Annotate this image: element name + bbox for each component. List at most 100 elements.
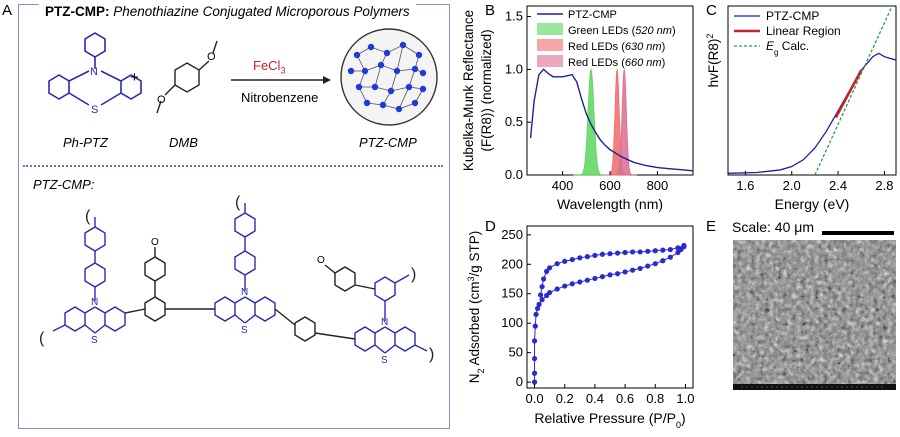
chart-c-xlabel: Energy (eV) — [775, 196, 850, 212]
chart-d-point-1-0 — [681, 242, 687, 249]
chart-d-xtick-label-5: 1.0 — [676, 391, 694, 406]
solvent-label: Nitrobenzene — [241, 90, 319, 105]
chart-b-xtick-label-0: 400 — [552, 178, 574, 193]
chart-d-xlabel: Relative Pressure (P/P0) — [534, 410, 685, 430]
chart-d-point-0-7 — [536, 301, 542, 307]
chart-d-point-0-22 — [637, 265, 643, 272]
chart-c-legend-label-0: PTZ-CMP — [766, 9, 819, 23]
chart-c-xtick-label-1: 2.0 — [783, 178, 801, 193]
chart-d-point-0-24 — [652, 261, 658, 267]
svg-text:(: ( — [85, 208, 91, 225]
chart-d: 0.0 0.2 0.4 0.6 0.8 1.0 0 50 100 150 200 250 Relativ… — [466, 225, 694, 430]
chart-d-series-line-0 — [534, 246, 685, 383]
chart-d-point-1-18 — [547, 265, 553, 271]
chart-d-xtick-label-4: 0.8 — [646, 391, 664, 406]
chart-c-legend-label-2: Eg Calc. — [766, 39, 809, 57]
chart-d-point-1-16 — [562, 258, 568, 264]
polymer-o-atom-1: O — [151, 237, 159, 248]
chart-d-point-0-26 — [667, 254, 673, 260]
chart-b-ylabel-line1: Kubelka-Munk Reflectance — [461, 10, 476, 171]
reagent-1-label: Ph-PTZ — [63, 135, 108, 150]
chart-b: 400 600 800 0.0 0.5 1.0 1.5 Wavelength (nm) Kube… — [461, 5, 694, 212]
chart-d-point-0-23 — [645, 263, 651, 269]
structure-label: PTZ-CMP: — [33, 177, 95, 192]
panel-a-letter: A — [2, 2, 13, 19]
panel-a-title-bold: PTZ-CMP: — [45, 4, 110, 19]
polymer-s-atom-3: S — [381, 355, 388, 366]
chart-d-point-0-8 — [539, 297, 545, 303]
dmb-o-atom-1: O — [207, 51, 216, 63]
chart-d-xtick-label-2: 0.4 — [586, 391, 604, 406]
chart-b-legend-band-label-1: Red LEDs (630 nm) — [568, 41, 665, 53]
chart-d-point-1-14 — [577, 255, 583, 261]
chart-d-point-0-3 — [531, 338, 538, 344]
chart-d-ytick-label-5: 250 — [501, 227, 523, 242]
panel-d-letter: D — [485, 218, 496, 235]
sem-scale-label: Scale: 40 μm — [732, 219, 814, 235]
chart-b-xtick-label-1: 600 — [599, 178, 621, 193]
chart-c-frame — [727, 5, 897, 176]
catalyst-text: FeCl — [253, 58, 281, 73]
chart-d-point-1-3 — [660, 247, 666, 253]
chart-d-point-0-2 — [531, 355, 538, 362]
chart-d-frame — [526, 225, 694, 389]
chart-d-point-1-7 — [630, 249, 636, 255]
panel-e-letter: E — [706, 218, 717, 235]
dmb-o-atom-2: O — [157, 94, 166, 106]
chart-d-point-1-9 — [614, 250, 621, 256]
panel-a-title: PTZ-CMP: Phenothiazine Conjugated Microp… — [39, 4, 416, 19]
chart-d-point-1-4 — [652, 248, 658, 254]
chart-b-legend-band-label-2: Red LEDs (660 nm) — [568, 57, 665, 69]
chart-d-point-0-1 — [531, 370, 538, 376]
chart-d-ytick-label-0: 0 — [516, 374, 523, 389]
chart-d-point-1-10 — [607, 251, 613, 257]
chart-d-point-1-17 — [554, 261, 560, 267]
chart-b-xlabel: Wavelength (nm) — [557, 196, 663, 212]
polymer-n-atom-1: N — [91, 297, 98, 308]
sem-image — [733, 240, 896, 390]
svg-text:(: ( — [235, 194, 241, 211]
product-label: PTZ-CMP — [359, 135, 417, 150]
chart-b-band-2 — [611, 69, 638, 176]
chart-d-point-1-12 — [592, 252, 598, 259]
chart-c-series-line-1 — [834, 69, 863, 119]
panel-a-separator — [23, 165, 443, 167]
ptz-cmp-polymer-structure: N S N S N S O O ((()) — [39, 194, 434, 366]
chart-d-point-0-25 — [660, 258, 666, 264]
chart-d-xtick-label-3: 0.6 — [616, 391, 634, 406]
sem-scale-bar — [822, 231, 894, 235]
chart-c-ylabel: hvF(R8)2 — [705, 34, 721, 88]
chart-b-band-0 — [573, 67, 609, 176]
chart-d-point-0-16 — [592, 275, 598, 282]
chart-d-xtick-label-1: 0.2 — [556, 391, 574, 406]
chart-d-point-0-0 — [531, 379, 538, 385]
chart-d-point-0-13 — [569, 281, 575, 287]
dmb-structure: O O — [156, 40, 218, 114]
chart-b-ylabel-line2: (F(R8)) (normalized) — [479, 29, 494, 151]
chart-d-point-0-17 — [599, 274, 606, 280]
chart-c-series-line-2 — [814, 6, 893, 175]
chart-d-point-1-19 — [544, 268, 550, 274]
chart-b-legend-band-swatch-1 — [537, 39, 563, 51]
ptz-cmp-network-icon — [340, 28, 438, 126]
chart-d-point-1-5 — [645, 248, 651, 254]
chart-d-point-1-2 — [667, 246, 673, 253]
chart-d-point-0-21 — [630, 267, 636, 273]
polymer-n-atom-2: N — [241, 287, 248, 298]
chart-d-xtick-label-0: 0.0 — [526, 391, 544, 406]
chart-b-legend-band-label-0: Green LEDs (520 nm) — [568, 25, 676, 37]
chart-b-legend-band-swatch-2 — [537, 55, 563, 67]
chart-d-point-0-4 — [532, 323, 538, 329]
chart-c: 1.6 2.0 2.4 2.8 Energy (eV) hvF(R8)2 PTZ-CMPLi… — [705, 5, 897, 212]
reaction-arrow — [231, 76, 331, 84]
chart-c-xtick-label-0: 1.6 — [736, 178, 754, 193]
chart-d-point-0-18 — [607, 272, 613, 278]
chart-d-point-1-6 — [637, 249, 643, 255]
chart-d-point-1-15 — [569, 256, 575, 263]
chart-d-point-1-22 — [537, 292, 544, 298]
chart-d-ytick-label-3: 150 — [501, 286, 523, 301]
panel-c-letter: C — [706, 2, 717, 19]
polymer-s-atom-1: S — [91, 335, 98, 346]
chart-d-point-0-14 — [577, 279, 583, 285]
chart-d-point-1-1 — [675, 245, 681, 251]
